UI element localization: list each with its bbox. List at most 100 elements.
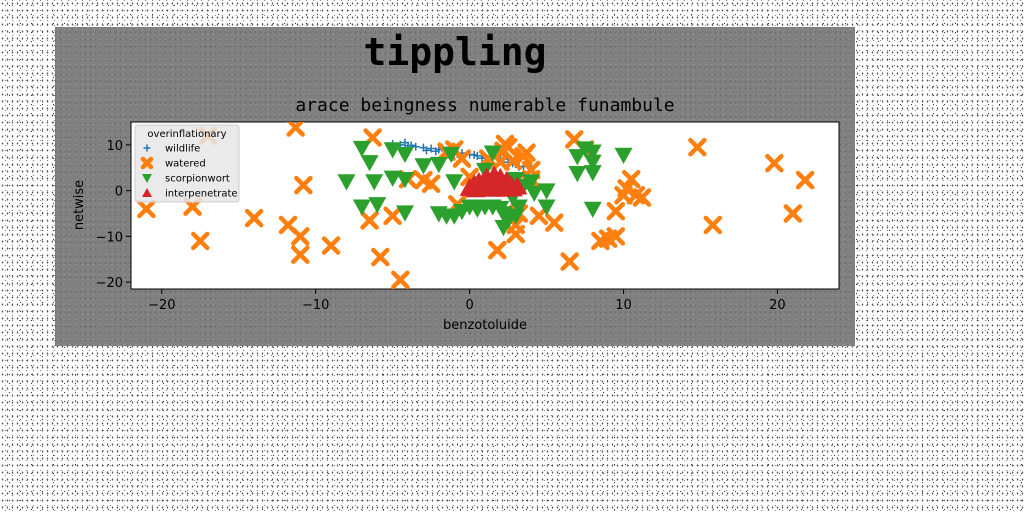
- data-point-watered: [360, 211, 379, 230]
- x-tick-label: 20: [769, 298, 786, 313]
- data-point-watered: [191, 231, 210, 251]
- data-point-scorpionwort: [568, 166, 587, 183]
- data-point-scorpionwort: [583, 201, 602, 218]
- data-point-wildlife: [470, 150, 479, 159]
- legend-marker-wildlife: [143, 144, 151, 152]
- data-point-scorpionwort: [414, 158, 433, 175]
- data-point-watered: [606, 201, 626, 221]
- legend-item-wildlife: wildlife: [143, 144, 200, 155]
- data-point-scorpionwort: [368, 197, 387, 214]
- data-point-scorpionwort: [365, 174, 384, 191]
- data-point-watered: [688, 137, 707, 157]
- data-point-scorpionwort: [445, 174, 464, 191]
- data-point-watered: [621, 169, 641, 189]
- data-point-watered: [517, 143, 536, 162]
- legend-label: wildlife: [165, 144, 200, 155]
- chart-title: arace beingness numerable funambule: [295, 95, 674, 116]
- data-point-watered: [321, 236, 341, 255]
- legend-box: [134, 124, 240, 203]
- legend-label: interpenetrate: [165, 189, 238, 200]
- legend-title: overinflationary: [147, 129, 226, 140]
- data-point-watered: [294, 175, 313, 195]
- figure: tippling arace beingness numerable funam…: [55, 27, 855, 346]
- data-point-watered: [452, 149, 472, 168]
- data-point-wildlife: [400, 138, 409, 147]
- data-point-watered: [529, 206, 549, 226]
- data-point-watered: [244, 208, 264, 228]
- data-point-scorpionwort: [614, 147, 633, 164]
- data-point-scorpionwort: [360, 155, 379, 172]
- data-point-interpenetrate: [498, 173, 519, 192]
- data-point-scorpionwort: [337, 174, 356, 191]
- data-point-watered: [383, 206, 402, 226]
- data-point-watered: [506, 224, 526, 244]
- scatter-chart: tippling arace beingness numerable funam…: [72, 30, 840, 333]
- series-scorpionwort: [337, 140, 633, 237]
- x-axis-label: benzotoluide: [443, 318, 527, 333]
- chart-suptitle: tippling: [363, 30, 546, 74]
- legend-marker-watered: [140, 156, 154, 170]
- data-point-scorpionwort: [429, 156, 448, 174]
- x-tick-label: 0: [465, 298, 473, 313]
- data-point-scorpionwort: [442, 146, 461, 164]
- data-point-scorpionwort: [483, 145, 502, 162]
- data-point-watered: [783, 204, 803, 223]
- data-point-scorpionwort: [568, 149, 587, 166]
- data-point-watered: [606, 227, 626, 246]
- x-axis-ticks: −20 −10 0 10 20: [148, 289, 786, 313]
- data-point-watered: [137, 199, 156, 219]
- data-point-scorpionwort: [395, 205, 414, 222]
- x-tick-label: −20: [148, 298, 175, 313]
- data-point-watered: [488, 240, 507, 260]
- data-point-watered: [545, 213, 564, 232]
- x-tick-label: −10: [302, 298, 329, 313]
- y-axis-label: netwise: [72, 180, 87, 230]
- legend-marker-scorpionwort: [142, 174, 152, 183]
- data-point-scorpionwort: [537, 199, 556, 216]
- data-point-watered: [391, 270, 410, 289]
- legend: overinflationary wildlife watered scorpion…: [134, 124, 240, 203]
- data-point-watered: [291, 227, 310, 246]
- data-point-scorpionwort: [537, 183, 556, 200]
- data-point-scorpionwort: [525, 185, 544, 202]
- data-point-watered: [703, 215, 723, 235]
- legend-item-scorpionwort: scorpionwort: [142, 174, 230, 185]
- data-point-scorpionwort: [383, 170, 402, 187]
- data-marks: [137, 122, 815, 289]
- legend-item-interpenetrate: interpenetrate: [142, 188, 238, 200]
- legend-label: watered: [165, 159, 206, 170]
- data-point-interpenetrate: [485, 176, 506, 195]
- y-axis-ticks: −20 −10 0 10: [96, 139, 131, 291]
- data-point-watered: [560, 252, 579, 271]
- series-interpenetrate: [459, 165, 528, 198]
- legend-item-watered: watered: [140, 156, 206, 170]
- data-point-scorpionwort: [583, 144, 602, 161]
- data-point-scorpionwort: [395, 146, 414, 164]
- data-point-wildlife: [422, 146, 431, 155]
- data-point-watered: [498, 137, 518, 157]
- data-point-watered: [795, 170, 815, 190]
- legend-label: scorpionwort: [165, 174, 230, 185]
- data-point-wildlife: [411, 142, 420, 151]
- data-point-scorpionwort: [383, 142, 402, 159]
- data-point-scorpionwort: [352, 140, 371, 158]
- data-point-watered: [632, 188, 652, 207]
- data-point-scorpionwort: [352, 199, 371, 216]
- data-point-watered: [291, 245, 310, 264]
- data-point-watered: [421, 174, 441, 194]
- y-tick-label: 10: [106, 139, 123, 154]
- data-point-watered: [371, 247, 390, 267]
- legend-marker-interpenetrate: [142, 188, 152, 197]
- x-tick-label: 10: [615, 298, 632, 313]
- y-tick-label: 0: [115, 185, 123, 200]
- data-point-watered: [503, 151, 522, 171]
- data-point-wildlife: [427, 144, 436, 153]
- data-point-scorpionwort: [522, 174, 541, 191]
- y-tick-label: −10: [96, 230, 123, 245]
- data-point-scorpionwort: [395, 171, 414, 189]
- data-point-watered: [286, 122, 305, 137]
- data-point-scorpionwort: [583, 165, 602, 182]
- data-point-scorpionwort: [583, 154, 602, 171]
- data-point-wildlife: [431, 147, 440, 156]
- data-point-watered: [765, 153, 784, 173]
